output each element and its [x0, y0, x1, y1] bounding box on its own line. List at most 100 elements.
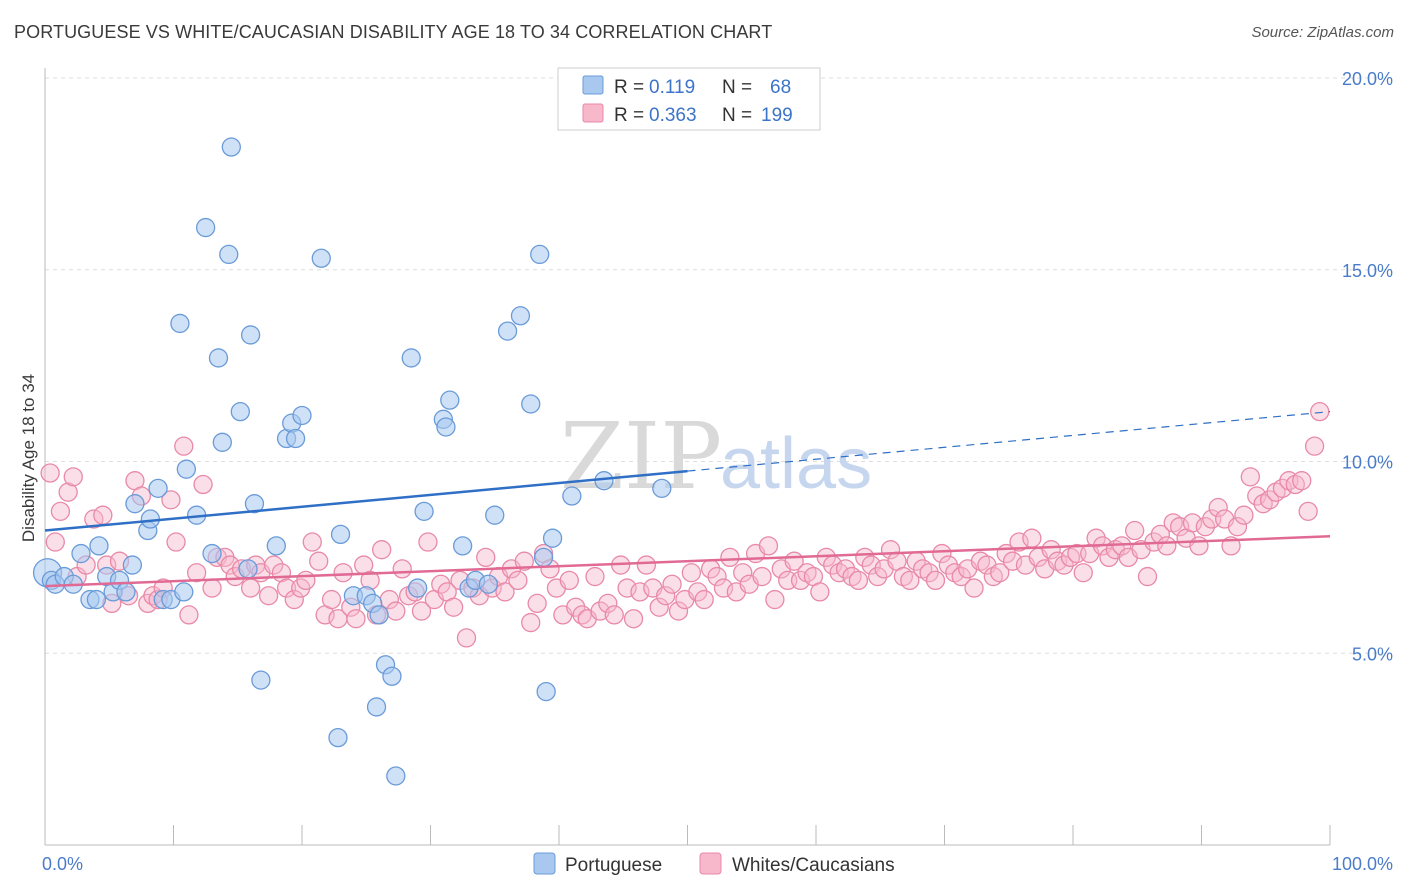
point-portuguese-67 [536, 681, 556, 702]
point-whites-93 [636, 555, 657, 575]
point-portuguese-27 [212, 432, 232, 452]
point-whites-171 [1137, 566, 1158, 587]
legend-r-value-portuguese: 0.119 [649, 77, 695, 98]
point-whites-190 [1259, 490, 1280, 510]
series-portuguese [32, 137, 672, 786]
point-whites-169 [1125, 520, 1145, 541]
point-portuguese-25 [202, 543, 222, 564]
watermark-zip: ZIP [560, 403, 722, 510]
bottom-legend-label-portuguese: Portuguese [565, 855, 662, 876]
point-whites-134 [900, 570, 920, 591]
point-whites-180 [1195, 517, 1216, 537]
point-whites-1 [45, 532, 65, 552]
point-whites-139 [932, 543, 952, 564]
point-portuguese-14 [125, 494, 145, 514]
point-portuguese-26 [208, 348, 229, 368]
point-portuguese-22 [176, 459, 197, 479]
chart-title: PORTUGUESE VS WHITE/CAUCASIAN DISABILITY… [14, 22, 773, 42]
point-portuguese-42 [330, 524, 351, 545]
point-whites-40 [296, 570, 316, 591]
series-whites-caucasians [40, 401, 1330, 648]
point-portuguese-21 [174, 582, 194, 602]
point-whites-106 [720, 547, 740, 568]
point-whites-74 [514, 551, 534, 571]
point-whites-54 [386, 601, 406, 621]
point-portuguese-60 [478, 574, 498, 594]
point-whites-81 [559, 570, 579, 591]
point-whites-120 [810, 582, 830, 602]
point-whites-186 [1234, 505, 1254, 525]
legend: R = 0.119 N = 68 R = 0.363 N = 199 [557, 67, 821, 131]
point-whites-137 [919, 563, 939, 583]
point-whites-48 [346, 609, 366, 629]
point-whites-41 [302, 532, 322, 552]
point-whites-104 [707, 566, 727, 587]
point-portuguese-69 [562, 486, 582, 506]
point-portuguese-29 [221, 137, 241, 157]
point-portuguese-28 [219, 244, 239, 265]
point-whites-22 [179, 605, 199, 625]
legend-n-label-whites: N = [722, 105, 752, 126]
point-whites-25 [202, 578, 222, 598]
point-whites-42 [309, 551, 329, 571]
point-portuguese-49 [382, 666, 402, 686]
point-portuguese-51 [401, 348, 421, 368]
point-portuguese-40 [311, 248, 331, 268]
point-whites-19 [161, 490, 181, 510]
point-whites-4 [63, 467, 83, 487]
point-whites-153 [1022, 528, 1042, 548]
point-whites-174 [1157, 536, 1177, 556]
trend-line-whites [44, 535, 1331, 588]
point-portuguese-33 [244, 494, 265, 514]
point-whites-37 [276, 578, 297, 598]
legend-swatch-portuguese [582, 75, 604, 95]
point-portuguese-53 [414, 501, 434, 522]
point-whites-0 [40, 463, 60, 483]
point-whites-73 [508, 570, 528, 591]
point-whites-91 [623, 609, 644, 629]
point-portuguese-7 [86, 589, 107, 610]
point-whites-124 [835, 559, 856, 579]
legend-n-label-portuguese: N = [722, 77, 752, 98]
point-portuguese-55 [436, 417, 456, 437]
point-portuguese-66 [533, 547, 554, 568]
point-whites-197 [1304, 436, 1325, 456]
point-whites-68 [476, 547, 496, 568]
point-whites-44 [321, 589, 342, 610]
x-tick-labels: 0.0% 100.0% [42, 854, 1393, 874]
point-whites-185 [1227, 517, 1248, 537]
point-whites-195 [1292, 471, 1312, 491]
point-whites-140 [938, 555, 959, 575]
point-whites-75 [521, 612, 541, 633]
point-whites-34 [258, 586, 279, 606]
legend-r-value-whites: 0.363 [649, 105, 697, 126]
point-whites-85 [585, 566, 605, 587]
point-whites-138 [925, 570, 946, 591]
point-whites-144 [964, 578, 984, 598]
point-portuguese-61 [485, 505, 505, 525]
point-portuguese-31 [238, 559, 258, 579]
x-tick-label-0: 0.0% [42, 854, 83, 874]
point-portuguese-24 [195, 217, 216, 238]
point-portuguese-13 [122, 555, 143, 575]
legend-n-value-whites: 199 [761, 105, 793, 126]
point-whites-71 [495, 582, 515, 602]
point-whites-61 [431, 574, 451, 594]
y-tick-label-1: 10.0% [1342, 453, 1393, 473]
point-whites-35 [264, 555, 284, 575]
axes [44, 68, 1331, 846]
point-whites-127 [855, 547, 875, 568]
point-whites-112 [758, 536, 779, 556]
point-whites-96 [656, 586, 676, 606]
point-whites-129 [868, 566, 888, 587]
point-whites-95 [649, 597, 669, 617]
source-label: Source: ZipAtlas.com [1251, 24, 1394, 41]
grid-lines [45, 77, 1392, 654]
point-whites-158 [1054, 555, 1074, 575]
y-tick-labels: 5.0% 10.0% 15.0% 20.0% [1342, 69, 1393, 664]
watermark-atlas: atlas [720, 424, 872, 504]
point-portuguese-32 [240, 325, 261, 345]
point-portuguese-34 [251, 670, 271, 690]
point-whites-3 [58, 482, 78, 502]
point-whites-196 [1298, 501, 1318, 522]
